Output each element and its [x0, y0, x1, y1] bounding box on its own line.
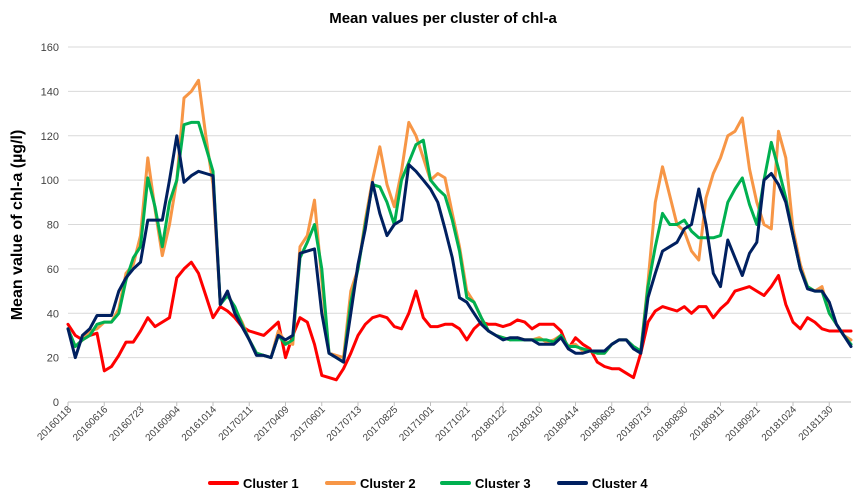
x-tick-label: 20160616: [71, 404, 111, 444]
y-tick-label: 0: [53, 397, 59, 409]
x-tick-label: 20170713: [325, 404, 365, 444]
x-tick-label: 20171001: [397, 404, 437, 444]
series-line-cluster-2: [66, 78, 853, 360]
x-tick-label: 20160723: [107, 404, 147, 444]
y-tick-label: 140: [41, 86, 59, 98]
x-tick-label: 20180713: [615, 404, 655, 444]
x-tick-label: 20170211: [217, 404, 256, 443]
x-tick-label: 20170825: [361, 404, 401, 444]
legend-label-cluster-4: Cluster 4: [592, 476, 648, 491]
x-tick-label: 20180310: [506, 404, 546, 444]
y-tick-label: 60: [47, 264, 59, 276]
y-tick-label: 120: [41, 131, 59, 143]
y-tick-label: 160: [41, 42, 59, 54]
series-line-cluster-3: [66, 120, 853, 364]
gridlines: [68, 46, 851, 359]
x-tick-label: 20180603: [579, 404, 619, 444]
series-line-cluster-1: [66, 260, 853, 382]
x-tick-label: 20180911: [688, 404, 727, 443]
x-tick-label: 20171021: [434, 404, 474, 444]
x-tick-label: 20180921: [724, 404, 764, 444]
y-tick-label: 80: [47, 220, 59, 232]
x-tick-label: 20170601: [289, 404, 329, 444]
x-tick-label: 20181024: [760, 404, 800, 444]
y-tick-label: 20: [47, 353, 59, 365]
series-lines: [66, 78, 853, 382]
x-tick-label: 20160904: [144, 404, 184, 444]
chart-title: Mean values per cluster of chl-a: [329, 10, 557, 27]
legend-label-cluster-2: Cluster 2: [360, 476, 416, 491]
y-tick-label: 100: [41, 175, 59, 187]
legend: Cluster 1 Cluster 2 Cluster 3 Cluster 4: [208, 476, 648, 491]
x-tick-label: 20180122: [470, 404, 510, 444]
series-line-cluster-4: [66, 134, 853, 364]
x-tick-label: 20181130: [797, 404, 836, 443]
legend-label-cluster-1: Cluster 1: [243, 476, 299, 491]
x-tick-label: 20170409: [252, 404, 292, 444]
y-tick-label: 40: [47, 308, 59, 320]
x-tick-label: 20180414: [542, 404, 582, 444]
legend-label-cluster-3: Cluster 3: [475, 476, 531, 491]
y-axis-label: Mean value of chl-a (µg/l): [9, 130, 26, 321]
x-tick-label: 20161014: [180, 404, 220, 444]
x-tick-label: 20160118: [35, 404, 74, 443]
x-tick-label: 20180830: [651, 404, 691, 444]
